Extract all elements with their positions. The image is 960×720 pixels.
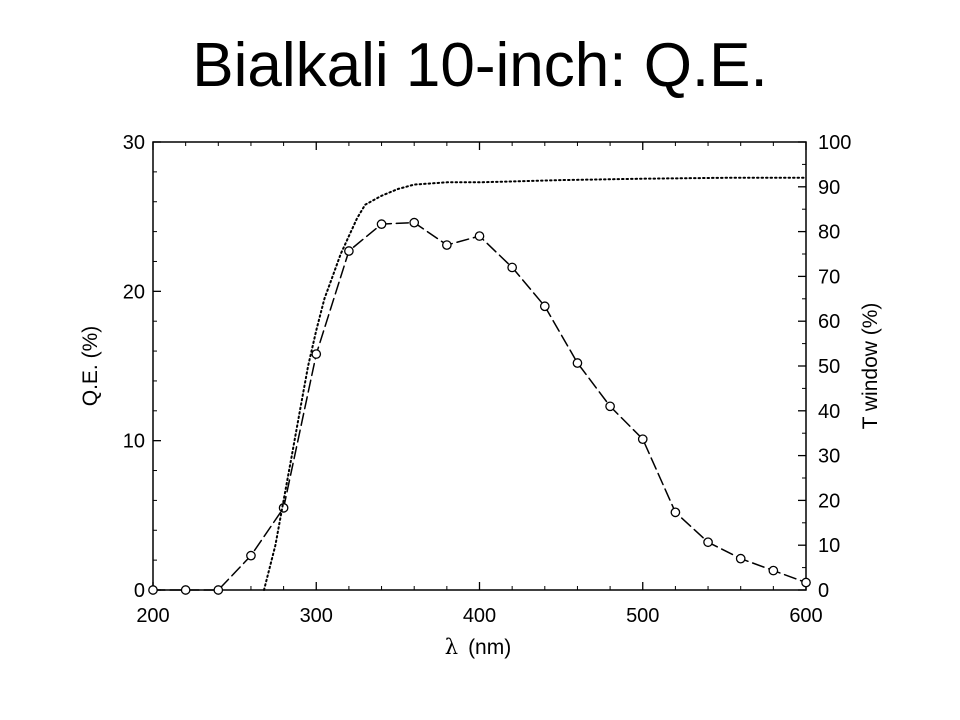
- y-tick-label: 0: [134, 580, 145, 602]
- qe-point: [376, 219, 387, 229]
- qe-point: [148, 585, 158, 595]
- y2-tick-label: 50: [818, 356, 840, 378]
- qe-point: [311, 349, 322, 359]
- x-axis-unit: (nm): [468, 636, 511, 659]
- qe-point: [801, 577, 811, 588]
- y2-tick-label: 20: [818, 490, 840, 512]
- x-axis-symbol: λ: [445, 635, 458, 659]
- qe-point: [474, 231, 485, 241]
- y-tick-label: 10: [123, 431, 145, 453]
- qe-point: [246, 550, 256, 561]
- y2-tick-label: 80: [818, 222, 840, 244]
- y2-tick-label: 0: [818, 580, 829, 602]
- bottom-axis: 200 300 400 500 600: [136, 142, 823, 627]
- qe-point: [768, 565, 779, 576]
- slide-title: Bialkali 10-inch: Q.E.: [192, 31, 768, 100]
- y-tick-label: 30: [123, 132, 145, 154]
- plot-frame: [152, 141, 807, 591]
- qe-point: [507, 262, 518, 273]
- qe-point: [605, 401, 615, 412]
- y2-tick-label: 10: [818, 535, 840, 557]
- y2-tick-label: 100: [818, 132, 851, 154]
- qe-point: [572, 358, 583, 368]
- y2-tick-label: 40: [818, 401, 840, 423]
- qe-point: [409, 217, 420, 228]
- qe-point: [703, 537, 713, 548]
- qe-point: [441, 240, 452, 250]
- y-axis-label: Q.E. (%): [79, 326, 102, 407]
- x-tick-label: 600: [789, 605, 822, 627]
- x-axis-label: λ (nm): [445, 635, 511, 659]
- x-tick-label: 300: [300, 605, 333, 627]
- qe-point: [670, 507, 681, 518]
- y2-axis-label: T window (%): [859, 303, 882, 430]
- qe-point: [344, 246, 354, 256]
- qe-point: [213, 585, 224, 595]
- qe-point: [180, 585, 191, 595]
- left-axis: 0 10 20 30: [123, 132, 161, 602]
- y2-tick-label: 70: [818, 266, 840, 288]
- y2-tick-label: 30: [818, 446, 840, 468]
- right-axis: 0 10 20 30 40 50 60 70 80 90 100: [798, 132, 851, 602]
- qe-line: [152, 221, 807, 591]
- series-layer: [148, 176, 811, 595]
- x-tick-label: 200: [136, 605, 169, 627]
- y2-tick-label: 60: [818, 311, 840, 333]
- qe-point: [539, 301, 550, 312]
- plot-border: [152, 141, 807, 591]
- qe-point: [735, 553, 746, 564]
- window-transmission-line: [263, 176, 807, 591]
- y2-tick-label: 90: [818, 177, 840, 199]
- x-tick-label: 400: [463, 605, 496, 627]
- x-tick-label: 500: [626, 605, 659, 627]
- y-tick-label: 20: [123, 281, 145, 303]
- qe-point: [637, 434, 648, 445]
